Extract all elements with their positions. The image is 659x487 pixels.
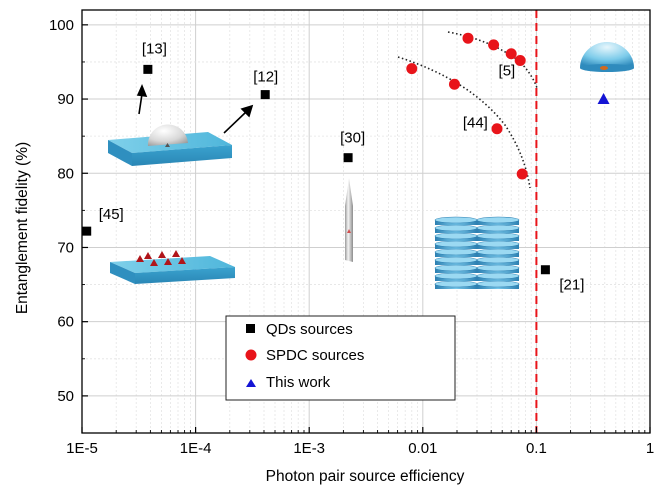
spdc-source-point bbox=[448, 78, 460, 90]
x-tick-label: 1E-3 bbox=[293, 440, 325, 457]
hemisphere-lens-illustration bbox=[580, 42, 634, 72]
spdc-source-point bbox=[516, 168, 528, 180]
plot-frame bbox=[81, 9, 651, 434]
spdc-source-point bbox=[514, 54, 526, 66]
x-axis-title: Photon pair source efficiency bbox=[266, 468, 465, 485]
legend: QDs sources SPDC sources This work bbox=[225, 315, 456, 401]
citation-label: [13] bbox=[142, 40, 167, 57]
citation-label: [45] bbox=[99, 206, 124, 223]
legend-box bbox=[225, 315, 456, 401]
qd-source-point bbox=[343, 153, 353, 163]
qd-source-point bbox=[260, 90, 270, 100]
point-labels: [45] [13] [12] [30] [21] [5] [44] bbox=[99, 40, 585, 293]
y-tick-label: 90 bbox=[57, 91, 74, 108]
spdc-source-point bbox=[488, 39, 500, 51]
spdc-fit-curve-upper bbox=[447, 31, 538, 89]
legend-marker-this-work bbox=[246, 379, 256, 387]
x-tick-label: 1E-4 bbox=[180, 440, 212, 457]
citation-label: [44] bbox=[463, 114, 488, 131]
y-tick-label: 100 bbox=[49, 17, 74, 34]
pointer-arrows bbox=[136, 83, 254, 134]
y-axis-title: Entanglement fidelity (%) bbox=[14, 142, 31, 314]
citation-label: [30] bbox=[340, 130, 365, 147]
y-tick-label: 50 bbox=[57, 388, 74, 405]
y-axis: 50 60 70 80 90 100 bbox=[49, 17, 88, 434]
spdc-source-point bbox=[491, 123, 503, 135]
bullseye-cavity-illustration bbox=[434, 216, 520, 289]
legend-marker-qds bbox=[246, 324, 255, 333]
spdc-source-point bbox=[462, 32, 474, 44]
legend-label-qds: QDs sources bbox=[266, 321, 353, 338]
legend-marker-spdc bbox=[245, 349, 257, 361]
x-axis: 1E-5 1E-4 1E-3 0.01 0.1 1 bbox=[66, 427, 654, 457]
y-tick-label: 60 bbox=[57, 314, 74, 331]
y-tick-label: 70 bbox=[57, 239, 74, 256]
citation-label: [21] bbox=[559, 277, 584, 294]
quantum-dot-array-illustration bbox=[110, 250, 235, 284]
citation-label: [12] bbox=[253, 69, 278, 86]
qd-source-point bbox=[540, 265, 550, 275]
qd-source-point bbox=[82, 226, 92, 236]
qd-source-point bbox=[143, 64, 153, 74]
this-work-point bbox=[597, 93, 610, 105]
data-marks bbox=[82, 32, 610, 275]
x-tick-label: 1 bbox=[646, 440, 654, 457]
legend-label-this-work: This work bbox=[266, 374, 331, 391]
x-tick-label: 1E-5 bbox=[66, 440, 98, 457]
spdc-source-point bbox=[406, 63, 418, 75]
spdc-fit-curve-lower bbox=[397, 56, 531, 189]
citation-label: [5] bbox=[499, 62, 516, 79]
x-tick-label: 0.01 bbox=[408, 440, 437, 457]
spdc-source-point bbox=[505, 48, 517, 60]
x-tick-label: 0.1 bbox=[526, 440, 547, 457]
legend-label-spdc: SPDC sources bbox=[266, 347, 364, 364]
y-tick-label: 80 bbox=[57, 165, 74, 182]
nanowire-illustration bbox=[345, 178, 353, 262]
micropillar-lens-illustration bbox=[108, 124, 232, 166]
